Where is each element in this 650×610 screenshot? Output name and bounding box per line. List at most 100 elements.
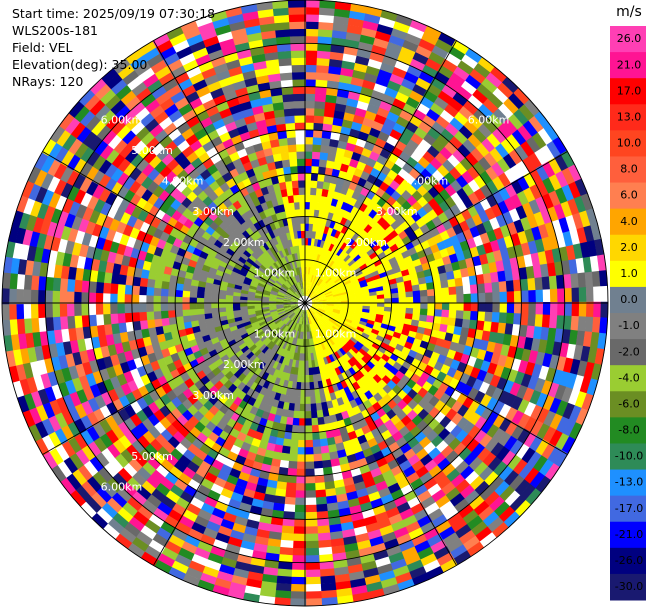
velocity-gate bbox=[23, 195, 36, 215]
velocity-gate bbox=[238, 342, 247, 351]
velocity-gate bbox=[231, 567, 250, 579]
velocity-gate bbox=[147, 326, 157, 337]
velocity-gate bbox=[304, 172, 313, 181]
velocity-gate bbox=[283, 299, 291, 302]
velocity-gate bbox=[294, 345, 299, 354]
velocity-gate bbox=[280, 408, 289, 418]
velocity-gate bbox=[109, 302, 118, 314]
velocity-gate bbox=[269, 308, 278, 313]
velocity-gate bbox=[292, 526, 306, 535]
velocity-gate bbox=[570, 273, 580, 291]
velocity-gate bbox=[313, 344, 319, 353]
velocity-gate bbox=[245, 326, 254, 333]
velocity-gate bbox=[298, 324, 302, 332]
velocity-gate bbox=[341, 275, 350, 282]
velocity-gate bbox=[597, 332, 607, 352]
velocity-gate bbox=[520, 278, 529, 293]
velocity-gate bbox=[50, 382, 63, 400]
velocity-gate bbox=[304, 216, 310, 224]
velocity-gate bbox=[544, 249, 555, 266]
velocity-gate bbox=[351, 334, 360, 342]
velocity-gate bbox=[320, 342, 326, 351]
velocity-gate bbox=[296, 439, 306, 448]
velocity-gate bbox=[310, 360, 316, 368]
velocity-gate bbox=[55, 193, 69, 211]
velocity-gate bbox=[345, 246, 354, 255]
velocity-gate bbox=[294, 307, 300, 314]
velocity-gate bbox=[197, 313, 206, 321]
range-ring-label: 4.00km bbox=[407, 175, 449, 188]
velocity-gate bbox=[251, 323, 261, 330]
velocity-gate bbox=[322, 314, 330, 321]
velocity-gate bbox=[271, 325, 279, 333]
velocity-gate bbox=[308, 274, 312, 282]
velocity-gate bbox=[499, 248, 511, 262]
velocity-gate bbox=[351, 279, 360, 286]
velocity-gate bbox=[366, 103, 381, 115]
velocity-gate bbox=[262, 355, 270, 364]
range-ring-label: 2.00km bbox=[223, 236, 265, 249]
velocity-gate bbox=[261, 296, 270, 300]
velocity-gate bbox=[53, 262, 63, 279]
velocity-gate bbox=[508, 113, 525, 132]
range-ring-label: 3.00km bbox=[376, 205, 418, 218]
velocity-gate bbox=[390, 220, 401, 231]
velocity-gate bbox=[125, 274, 135, 286]
velocity-gate bbox=[336, 419, 346, 429]
velocity-gate bbox=[275, 319, 283, 326]
velocity-gate bbox=[383, 293, 392, 300]
velocity-gate bbox=[448, 286, 457, 296]
velocity-gate bbox=[324, 363, 332, 372]
velocity-gate bbox=[40, 433, 56, 453]
velocity-gate bbox=[160, 309, 169, 319]
velocity-gate bbox=[126, 264, 136, 277]
velocity-gate bbox=[320, 255, 326, 264]
velocity-gate bbox=[422, 527, 440, 542]
velocity-gate bbox=[331, 566, 349, 577]
velocity-gate bbox=[502, 511, 521, 530]
velocity-gate bbox=[64, 211, 77, 229]
velocity-gate bbox=[548, 174, 563, 193]
velocity-gate bbox=[516, 399, 530, 416]
velocity-gate bbox=[197, 572, 217, 585]
velocity-gate bbox=[211, 307, 219, 314]
velocity-gate bbox=[304, 519, 318, 527]
velocity-gate bbox=[474, 329, 484, 342]
velocity-gate bbox=[353, 353, 362, 363]
velocity-gate bbox=[311, 305, 319, 309]
velocity-gate bbox=[316, 253, 321, 262]
velocity-gate bbox=[24, 330, 35, 349]
velocity-gate bbox=[270, 335, 278, 343]
velocity-gate bbox=[342, 542, 359, 553]
velocity-gate bbox=[38, 274, 47, 291]
velocity-gate bbox=[334, 322, 342, 329]
velocity-gate bbox=[271, 314, 280, 320]
velocity-gate bbox=[328, 281, 336, 288]
range-ring-label: 5.00km bbox=[131, 144, 173, 157]
velocity-gate bbox=[339, 289, 348, 294]
velocity-gate bbox=[348, 375, 357, 385]
velocity-gate bbox=[430, 489, 446, 504]
velocity-gate bbox=[41, 187, 55, 206]
velocity-gate bbox=[383, 306, 392, 313]
colorbar-tick-label: 17.0 bbox=[617, 84, 642, 97]
velocity-gate bbox=[289, 321, 295, 329]
velocity-gate bbox=[31, 259, 42, 277]
velocity-gate bbox=[110, 312, 119, 325]
velocity-gate bbox=[290, 432, 299, 441]
velocity-gate bbox=[597, 254, 607, 274]
velocity-gate bbox=[309, 267, 313, 275]
velocity-gate bbox=[342, 322, 351, 329]
velocity-gate bbox=[456, 504, 474, 520]
velocity-gate bbox=[261, 302, 269, 306]
velocity-gate bbox=[291, 305, 299, 310]
velocity-gate bbox=[291, 329, 297, 338]
velocity-gate bbox=[434, 302, 443, 311]
velocity-gate bbox=[238, 329, 248, 337]
velocity-gate bbox=[295, 338, 300, 347]
velocity-gate bbox=[493, 364, 505, 379]
velocity-gate bbox=[541, 426, 557, 445]
velocity-gate bbox=[315, 287, 322, 294]
velocity-gate bbox=[105, 496, 123, 514]
velocity-gate bbox=[485, 292, 493, 304]
